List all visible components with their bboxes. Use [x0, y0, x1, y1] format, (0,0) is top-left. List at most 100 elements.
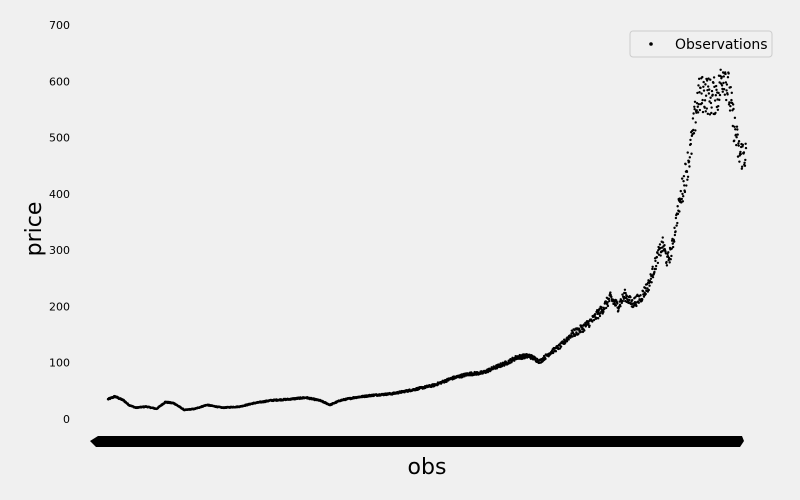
observation-point [723, 93, 727, 96]
observation-point [703, 106, 706, 109]
legend-entry-observations: Observations [675, 37, 768, 53]
observation-point [728, 101, 731, 104]
observation-point [741, 143, 745, 147]
observation-point [665, 260, 668, 264]
observation-point [702, 85, 705, 89]
observation-point [724, 81, 728, 84]
y-tick-label: 200 [49, 300, 70, 313]
observation-point [670, 254, 673, 258]
observation-point [685, 184, 688, 187]
observation-point [559, 345, 563, 348]
observation-point [608, 299, 611, 303]
observation-point [635, 304, 638, 308]
observation-point [667, 251, 670, 254]
observation-point [719, 68, 722, 72]
observation-point [676, 205, 679, 208]
observation-point [709, 78, 712, 81]
observation-point [567, 338, 570, 341]
observation-point [715, 88, 718, 92]
observation-point [642, 295, 646, 298]
observation-point [657, 245, 660, 249]
observation-point [682, 195, 685, 198]
observation-point [705, 107, 708, 110]
observation-point [665, 264, 669, 267]
observation-point [606, 304, 610, 308]
observation-point [744, 158, 747, 162]
observation-point [692, 112, 695, 115]
observation-point [598, 314, 602, 318]
x-axis-tick-labels [90, 436, 744, 447]
observation-point [676, 212, 680, 216]
observation-point [602, 310, 605, 314]
observation-point [732, 107, 735, 111]
observation-point [710, 89, 714, 93]
observation-point [704, 83, 707, 86]
observation-point [722, 88, 726, 91]
observation-point [613, 300, 616, 304]
observation-point [718, 98, 721, 102]
observation-point [740, 167, 744, 170]
observation-point [736, 128, 739, 131]
observation-point [697, 77, 701, 81]
observation-point [693, 107, 696, 111]
observation-point [719, 82, 723, 85]
observation-point [671, 245, 675, 249]
observation-point [654, 259, 657, 263]
observation-point [714, 84, 718, 88]
observation-point [669, 258, 672, 261]
observation-point [696, 105, 699, 108]
observation-point [503, 363, 507, 366]
observation-point [644, 286, 647, 290]
observation-point [651, 267, 654, 271]
observation-point [647, 288, 651, 292]
observation-point [641, 290, 645, 293]
observation-point [728, 109, 732, 112]
observation-point [725, 83, 729, 86]
observation-point [600, 306, 603, 309]
observation-point [705, 79, 709, 82]
observation-point [730, 98, 733, 102]
observation-point [646, 287, 649, 290]
observation-point [617, 309, 620, 312]
observation-point [743, 161, 746, 164]
observation-point [699, 86, 702, 90]
observation-point [688, 156, 691, 159]
observation-point [683, 184, 686, 187]
y-tick-label: 400 [49, 188, 70, 201]
observation-point [700, 92, 703, 95]
observation-point [720, 75, 723, 79]
observation-point [639, 294, 642, 297]
observation-point [681, 200, 685, 203]
observation-point [593, 312, 597, 316]
observation-point [685, 170, 689, 174]
observation-point [684, 162, 687, 166]
x-axis-label: obs [408, 455, 447, 480]
observation-point [712, 76, 716, 79]
observation-point [689, 138, 692, 142]
y-tick-label: 300 [49, 244, 70, 257]
observation-point [661, 241, 665, 244]
observation-point [621, 299, 625, 303]
observation-point [708, 113, 712, 116]
observation-point [739, 152, 742, 156]
y-axis-ticks: 0 100 200 300 400 500 600 700 [49, 19, 70, 426]
observation-point [679, 189, 682, 193]
observation-point [674, 216, 678, 220]
observation-point [711, 93, 714, 97]
observation-point [596, 312, 599, 316]
observation-point [592, 318, 596, 322]
observation-point [694, 121, 697, 124]
observation-point [742, 151, 746, 154]
observation-point [713, 99, 717, 102]
observation-point [670, 247, 673, 250]
observation-point [676, 221, 679, 225]
observation-point [686, 175, 690, 179]
observation-point [721, 90, 724, 93]
observation-point [524, 356, 527, 359]
observation-point [651, 275, 655, 279]
observation-point [565, 340, 569, 343]
observation-point [698, 108, 702, 112]
observation-point [656, 251, 659, 255]
observation-point [579, 330, 583, 334]
observation-point [714, 111, 717, 115]
